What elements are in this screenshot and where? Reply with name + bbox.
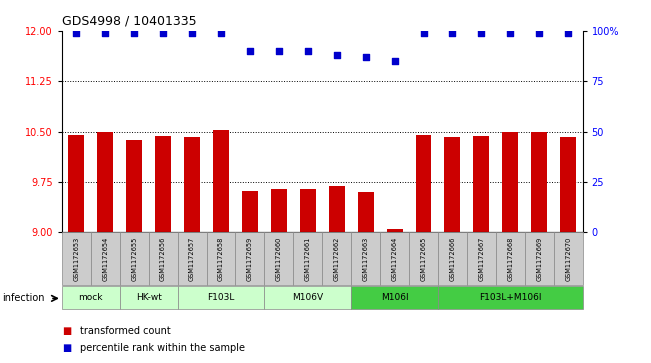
Bar bbox=[120, 286, 178, 309]
Point bbox=[389, 58, 400, 64]
Bar bbox=[271, 189, 287, 232]
Point bbox=[361, 54, 371, 60]
Bar bbox=[445, 137, 460, 232]
Text: GSM1172660: GSM1172660 bbox=[276, 237, 282, 281]
Text: GSM1172654: GSM1172654 bbox=[102, 237, 108, 281]
Text: infection: infection bbox=[2, 293, 44, 303]
Bar bbox=[184, 137, 200, 232]
Bar bbox=[97, 132, 113, 232]
Bar bbox=[322, 232, 351, 285]
Text: ■: ■ bbox=[62, 326, 71, 336]
Point bbox=[534, 30, 544, 36]
Point bbox=[187, 30, 197, 36]
Text: GSM1172661: GSM1172661 bbox=[305, 237, 311, 281]
Point bbox=[563, 30, 574, 36]
Text: GSM1172658: GSM1172658 bbox=[218, 237, 224, 281]
Point bbox=[71, 30, 81, 36]
Bar bbox=[155, 136, 171, 232]
Bar bbox=[62, 286, 120, 309]
Bar bbox=[503, 132, 518, 232]
Point bbox=[505, 30, 516, 36]
Bar bbox=[329, 186, 344, 232]
Bar bbox=[264, 286, 351, 309]
Bar bbox=[68, 135, 84, 232]
Point bbox=[158, 30, 169, 36]
Bar bbox=[90, 232, 120, 285]
Bar bbox=[438, 232, 467, 285]
Bar bbox=[62, 232, 90, 285]
Text: GSM1172666: GSM1172666 bbox=[449, 237, 456, 281]
Bar bbox=[148, 232, 178, 285]
Bar bbox=[126, 140, 142, 232]
Point bbox=[273, 48, 284, 54]
Bar bbox=[120, 232, 148, 285]
Point bbox=[245, 48, 255, 54]
Bar bbox=[351, 232, 380, 285]
Point bbox=[331, 52, 342, 58]
Text: GSM1172657: GSM1172657 bbox=[189, 237, 195, 281]
Bar bbox=[264, 232, 294, 285]
Bar bbox=[438, 286, 583, 309]
Text: F103L: F103L bbox=[207, 293, 234, 302]
Text: HK-wt: HK-wt bbox=[135, 293, 161, 302]
Bar bbox=[467, 232, 496, 285]
Bar bbox=[351, 286, 438, 309]
Bar bbox=[206, 232, 236, 285]
Bar bbox=[531, 132, 547, 232]
Text: GSM1172662: GSM1172662 bbox=[334, 237, 340, 281]
Text: GSM1172656: GSM1172656 bbox=[160, 237, 166, 281]
Text: GDS4998 / 10401335: GDS4998 / 10401335 bbox=[62, 15, 197, 28]
Bar bbox=[496, 232, 525, 285]
Text: percentile rank within the sample: percentile rank within the sample bbox=[80, 343, 245, 353]
Text: GSM1172653: GSM1172653 bbox=[74, 237, 79, 281]
Text: GSM1172669: GSM1172669 bbox=[536, 237, 542, 281]
Text: GSM1172663: GSM1172663 bbox=[363, 237, 368, 281]
Text: GSM1172655: GSM1172655 bbox=[132, 237, 137, 281]
Point bbox=[303, 48, 313, 54]
Bar bbox=[213, 130, 229, 232]
Bar bbox=[178, 286, 264, 309]
Point bbox=[447, 30, 458, 36]
Bar bbox=[357, 192, 374, 232]
Text: GSM1172664: GSM1172664 bbox=[392, 237, 398, 281]
Bar bbox=[178, 232, 206, 285]
Bar bbox=[409, 232, 438, 285]
Point bbox=[476, 30, 486, 36]
Text: GSM1172665: GSM1172665 bbox=[421, 237, 426, 281]
Bar bbox=[300, 189, 316, 232]
Text: M106I: M106I bbox=[381, 293, 408, 302]
Text: mock: mock bbox=[79, 293, 103, 302]
Text: GSM1172668: GSM1172668 bbox=[507, 237, 513, 281]
Point bbox=[100, 30, 111, 36]
Text: M106V: M106V bbox=[292, 293, 324, 302]
Point bbox=[129, 30, 139, 36]
Text: transformed count: transformed count bbox=[80, 326, 171, 336]
Text: GSM1172667: GSM1172667 bbox=[478, 237, 484, 281]
Point bbox=[419, 30, 429, 36]
Bar bbox=[387, 229, 402, 232]
Bar bbox=[554, 232, 583, 285]
Bar bbox=[242, 191, 258, 232]
Point bbox=[215, 30, 226, 36]
Text: GSM1172670: GSM1172670 bbox=[565, 237, 571, 281]
Bar bbox=[294, 232, 322, 285]
Bar bbox=[525, 232, 554, 285]
Bar bbox=[473, 136, 490, 232]
Text: GSM1172659: GSM1172659 bbox=[247, 237, 253, 281]
Text: ■: ■ bbox=[62, 343, 71, 353]
Bar bbox=[380, 232, 409, 285]
Bar bbox=[561, 137, 576, 232]
Text: F103L+M106I: F103L+M106I bbox=[479, 293, 542, 302]
Bar bbox=[415, 135, 432, 232]
Bar bbox=[236, 232, 264, 285]
